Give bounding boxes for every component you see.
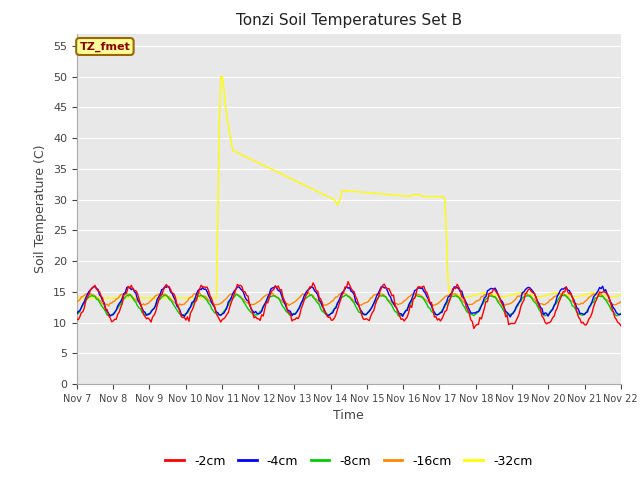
Y-axis label: Soil Temperature (C): Soil Temperature (C) [35, 144, 47, 273]
Title: Tonzi Soil Temperatures Set B: Tonzi Soil Temperatures Set B [236, 13, 462, 28]
X-axis label: Time: Time [333, 409, 364, 422]
Legend: -2cm, -4cm, -8cm, -16cm, -32cm: -2cm, -4cm, -8cm, -16cm, -32cm [160, 450, 538, 473]
Text: TZ_fmet: TZ_fmet [79, 41, 131, 52]
